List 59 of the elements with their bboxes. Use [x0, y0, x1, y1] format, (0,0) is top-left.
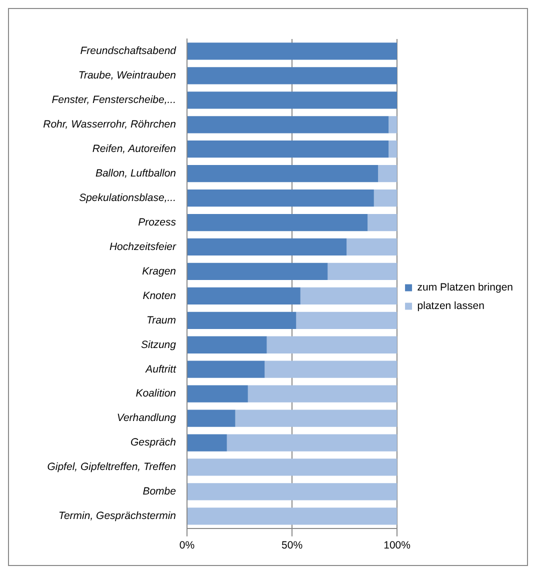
bar — [188, 360, 265, 378]
bar — [300, 287, 398, 304]
bar — [296, 312, 398, 329]
bar — [328, 262, 398, 280]
bar — [188, 287, 300, 304]
bar — [188, 483, 398, 500]
bar — [248, 385, 398, 402]
bar — [188, 385, 248, 402]
bar — [188, 116, 389, 134]
y-tick-label: Termin, Gesprächstermin — [58, 510, 176, 522]
y-tick-label: Fenster, Fensterscheibe,... — [52, 94, 176, 106]
y-tick-label: Sitzung — [140, 338, 176, 351]
bar — [346, 238, 398, 256]
bar — [388, 140, 398, 158]
y-tick-label: Hochzeitsfeier — [109, 240, 176, 253]
y-tick-label: Verhandlung — [116, 412, 176, 424]
bar — [226, 434, 398, 452]
x-tick-label: 50% — [282, 540, 303, 552]
bar — [188, 214, 368, 232]
bar — [188, 458, 398, 476]
bar — [188, 410, 236, 427]
bar — [188, 262, 328, 280]
y-tick-label: Rohr, Wasserrohr, Röhrchen — [43, 118, 176, 131]
y-tick-label: Koalition — [136, 388, 176, 400]
bar — [188, 67, 398, 84]
legend-label: zum Platzen bringen — [417, 282, 514, 294]
bar — [188, 238, 347, 256]
y-tick-label: Ballon, Luftballon — [95, 168, 176, 180]
bar — [188, 336, 267, 354]
bar — [188, 434, 227, 452]
bar — [188, 42, 398, 60]
y-tick-label: Auftritt — [144, 363, 178, 376]
y-tick-label: Traube, Weintrauben — [78, 70, 176, 82]
y-tick-label: Gespräch — [130, 436, 176, 449]
bar — [266, 336, 398, 354]
y-tick-label: Prozess — [138, 216, 177, 228]
x-tick-label: 100% — [384, 540, 410, 552]
y-tick-label: Reifen, Autoreifen — [92, 143, 176, 156]
bar — [264, 360, 398, 378]
bar — [188, 92, 398, 109]
y-tick-label: Gipfel, Gipfeltreffen, Treffen — [47, 461, 176, 474]
bar — [188, 508, 398, 525]
x-tick-label: 0% — [179, 540, 195, 552]
bar — [378, 165, 398, 182]
y-tick-label: Freundschaftsabend — [80, 45, 178, 58]
bar — [188, 312, 296, 329]
bar — [188, 140, 389, 158]
y-tick-label: Spekulationsblase,... — [79, 192, 176, 204]
legend-label: platzen lassen — [417, 300, 485, 312]
bar — [188, 165, 378, 182]
y-tick-label: Kragen — [142, 265, 176, 278]
bar — [374, 189, 398, 207]
y-tick-label: Bombe — [142, 486, 176, 498]
bar — [368, 214, 398, 232]
y-tick-label: Traum — [146, 314, 176, 326]
y-tick-label: Knoten — [142, 290, 176, 302]
bar — [235, 410, 398, 427]
bar — [388, 116, 398, 134]
bar — [188, 189, 374, 207]
